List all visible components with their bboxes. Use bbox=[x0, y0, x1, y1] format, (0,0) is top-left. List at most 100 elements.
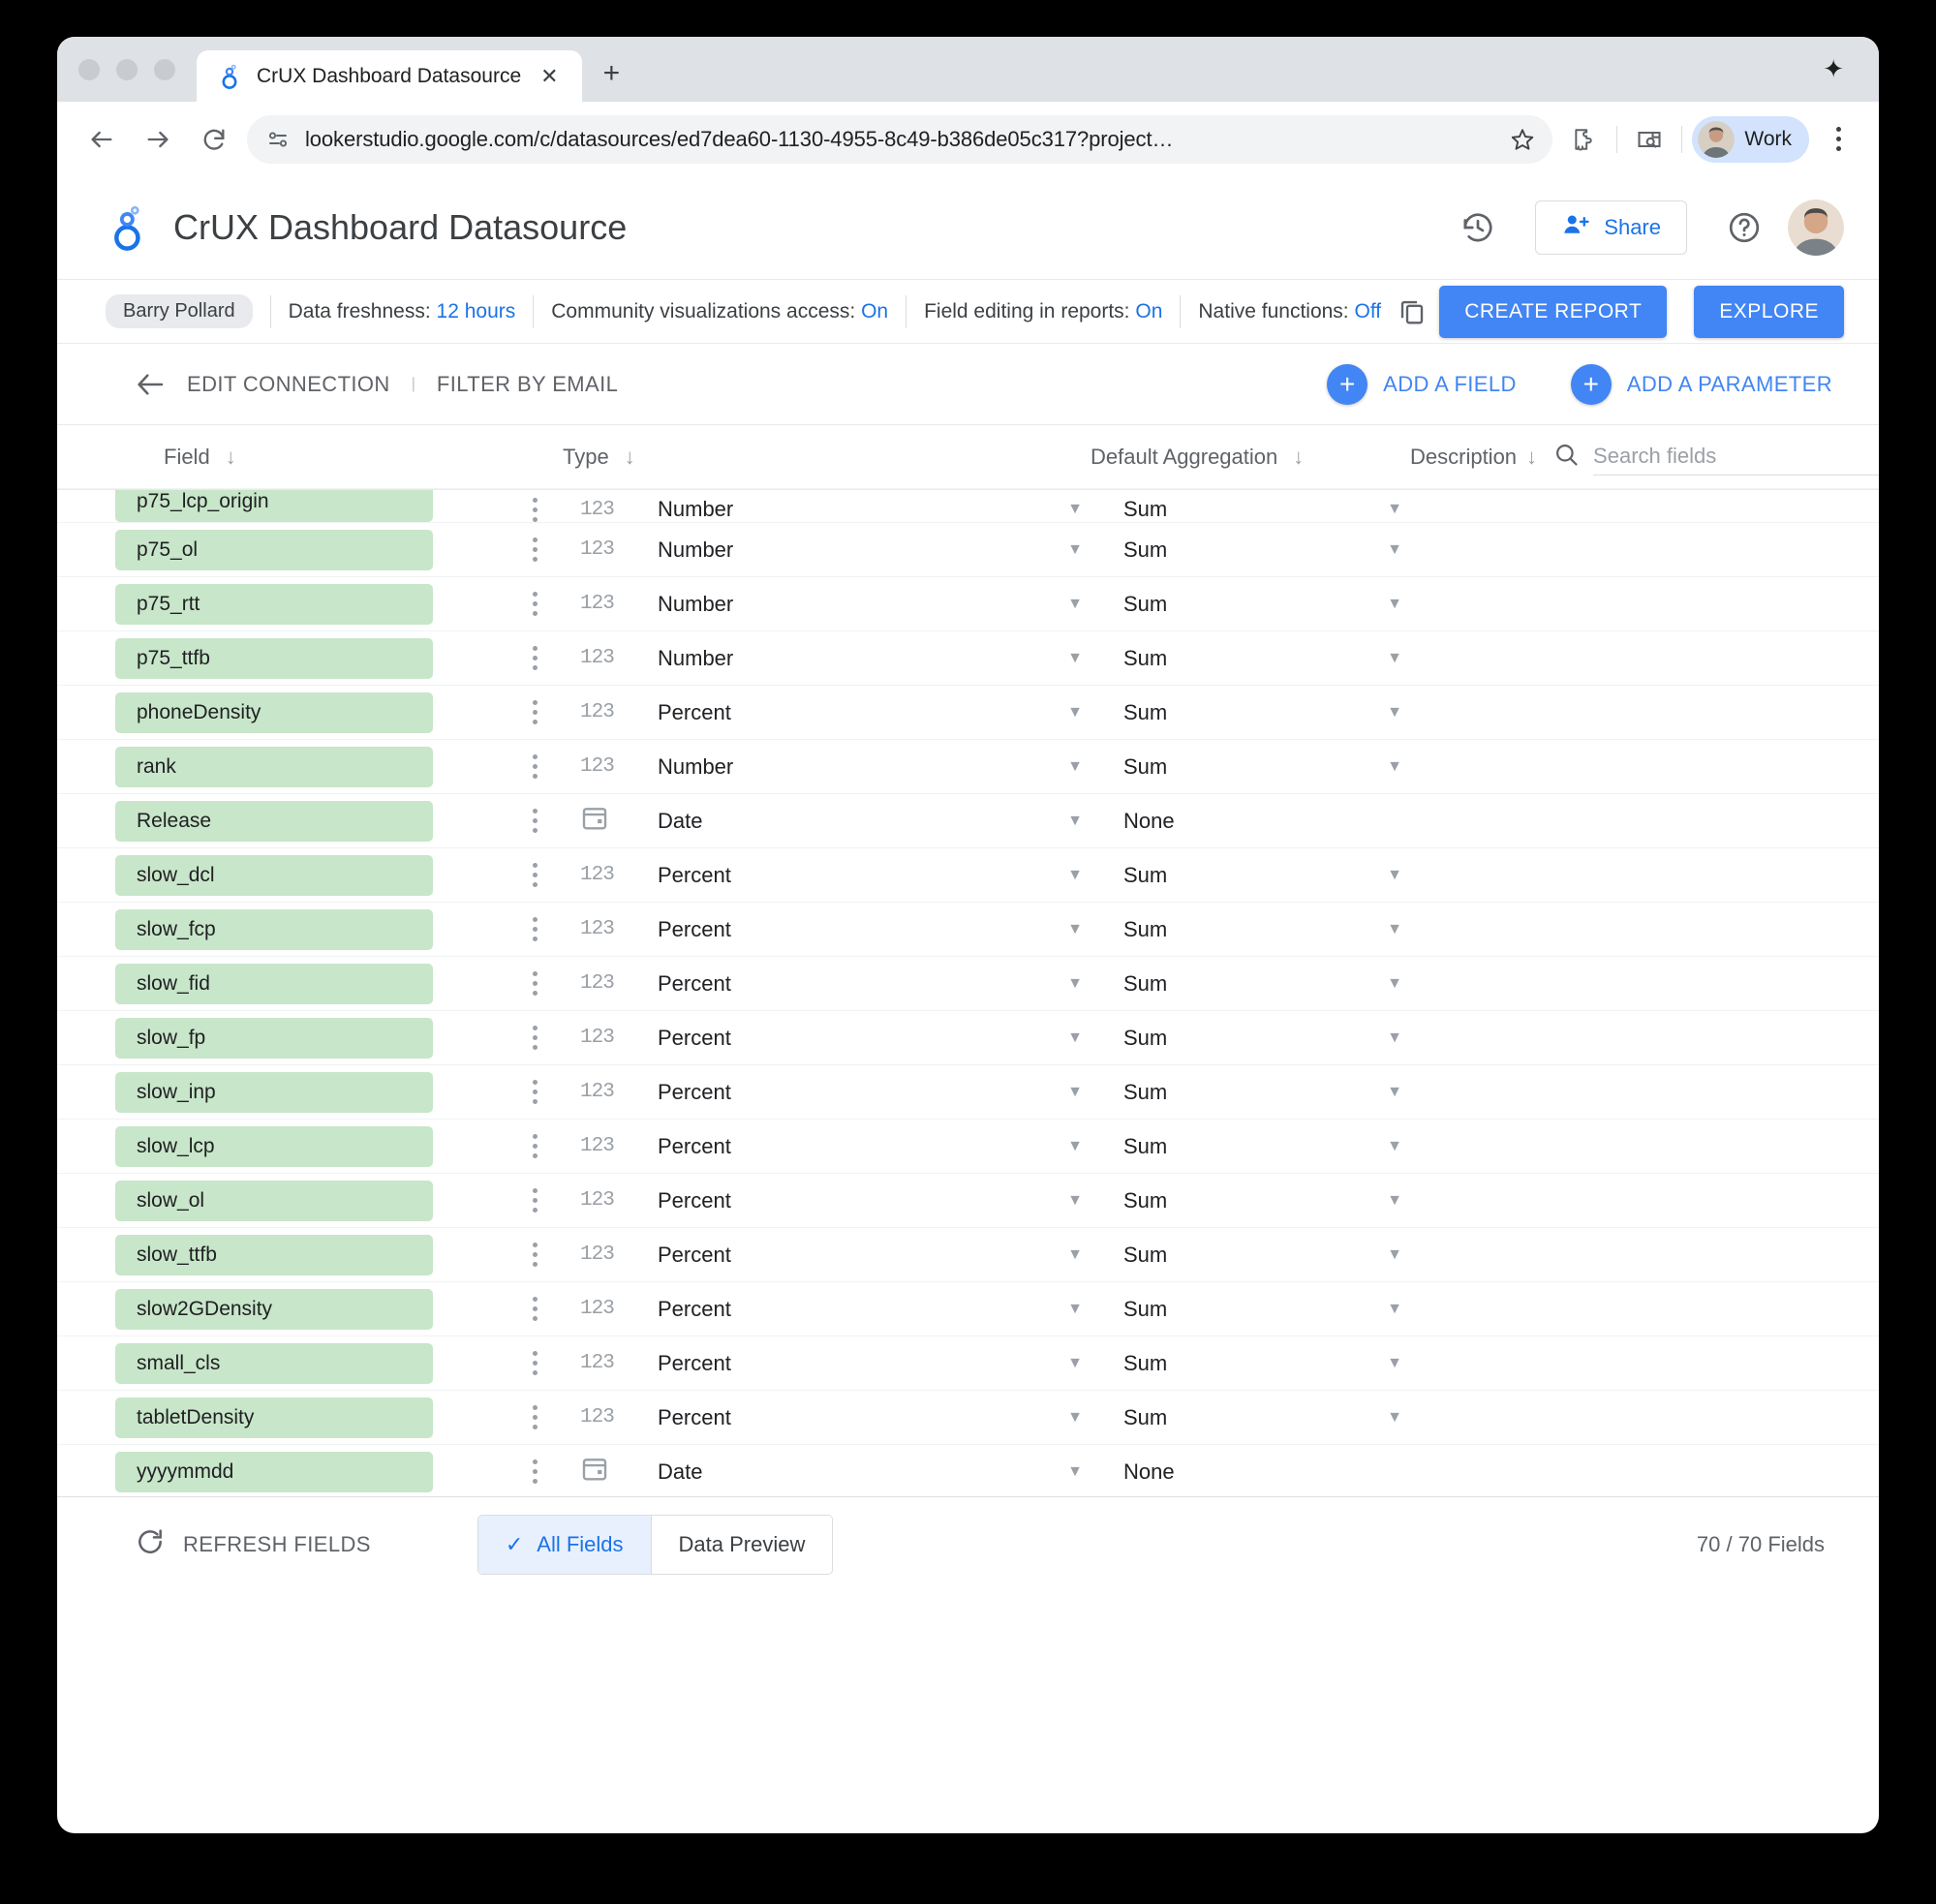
type-cell[interactable]: 123 Percent ▼ bbox=[555, 1405, 1083, 1430]
tab-data-preview[interactable]: Data Preview bbox=[650, 1515, 833, 1574]
aggregation-cell[interactable]: Sum ▼ bbox=[1083, 1243, 1402, 1268]
browser-tab[interactable]: CrUX Dashboard Datasource ✕ bbox=[197, 50, 582, 102]
aggregation-cell[interactable]: Sum ▼ bbox=[1083, 1026, 1402, 1051]
type-cell[interactable]: 123 Percent ▼ bbox=[555, 1080, 1083, 1105]
field-chip[interactable]: p75_ttfb bbox=[115, 637, 433, 679]
chevron-down-icon[interactable]: ▼ bbox=[1387, 649, 1402, 666]
fields-list[interactable]: p75_lcp_origin 123 Number ▼ Sum ▼ p75_ol 123 Num… bbox=[57, 489, 1879, 1496]
row-menu-icon[interactable] bbox=[514, 863, 555, 887]
extensions-icon[interactable] bbox=[1562, 117, 1607, 162]
row-menu-icon[interactable] bbox=[514, 754, 555, 779]
column-header-type[interactable]: Type ↓ bbox=[563, 445, 1091, 470]
type-cell[interactable]: 123 Number ▼ bbox=[555, 754, 1083, 780]
owner-chip[interactable]: Barry Pollard bbox=[106, 294, 253, 328]
refresh-fields-button[interactable]: REFRESH FIELDS bbox=[135, 1526, 371, 1562]
create-report-button[interactable]: CREATE REPORT bbox=[1439, 285, 1668, 338]
aggregation-cell[interactable]: Sum ▼ bbox=[1083, 497, 1402, 522]
field-chip[interactable]: p75_rtt bbox=[115, 583, 433, 625]
row-menu-icon[interactable] bbox=[514, 592, 555, 616]
close-window-button[interactable] bbox=[78, 59, 100, 80]
gemini-sparkle-icon[interactable]: ✦ bbox=[1823, 54, 1844, 83]
chevron-down-icon[interactable]: ▼ bbox=[1387, 1191, 1402, 1209]
chevron-down-icon[interactable]: ▼ bbox=[1067, 1354, 1083, 1371]
chevron-down-icon[interactable]: ▼ bbox=[1067, 1137, 1083, 1154]
field-chip[interactable]: slow_fid bbox=[115, 963, 433, 1004]
field-chip[interactable]: slow_ol bbox=[115, 1180, 433, 1221]
row-menu-icon[interactable] bbox=[514, 971, 555, 996]
field-chip[interactable]: slow_dcl bbox=[115, 854, 433, 896]
field-chip[interactable]: slow_fcp bbox=[115, 908, 433, 950]
field-chip[interactable]: slow_lcp bbox=[115, 1125, 433, 1167]
add-a-field-button[interactable]: + ADD A FIELD bbox=[1327, 363, 1517, 405]
forward-arrow-icon[interactable] bbox=[135, 116, 181, 163]
info-value[interactable]: On bbox=[861, 299, 889, 322]
aggregation-cell[interactable]: Sum ▼ bbox=[1083, 917, 1402, 942]
type-cell[interactable]: 123 Number ▼ bbox=[555, 592, 1083, 617]
field-chip[interactable]: Release bbox=[115, 800, 433, 842]
field-chip[interactable]: rank bbox=[115, 746, 433, 787]
column-header-description[interactable]: Description ↓ bbox=[1410, 438, 1879, 476]
chevron-down-icon[interactable]: ▼ bbox=[1387, 1245, 1402, 1263]
bookmark-star-icon[interactable] bbox=[1500, 117, 1545, 162]
aggregation-cell[interactable]: Sum ▼ bbox=[1083, 700, 1402, 725]
chevron-down-icon[interactable]: ▼ bbox=[1067, 595, 1083, 612]
row-menu-icon[interactable] bbox=[514, 700, 555, 724]
close-icon[interactable]: ✕ bbox=[540, 63, 559, 88]
chevron-down-icon[interactable]: ▼ bbox=[1387, 1083, 1402, 1100]
browser-menu-icon[interactable] bbox=[1819, 127, 1858, 151]
chevron-down-icon[interactable]: ▼ bbox=[1067, 812, 1083, 829]
type-cell[interactable]: 123 Percent ▼ bbox=[555, 1188, 1083, 1213]
info-value[interactable]: 12 hours bbox=[436, 299, 516, 322]
table-row[interactable]: slow2GDensity 123 Percent ▼ Sum ▼ bbox=[57, 1282, 1879, 1336]
aggregation-cell[interactable]: None bbox=[1083, 809, 1402, 834]
help-icon[interactable] bbox=[1716, 200, 1772, 256]
chevron-down-icon[interactable]: ▼ bbox=[1387, 1354, 1402, 1371]
table-row[interactable]: slow_fcp 123 Percent ▼ Sum ▼ bbox=[57, 903, 1879, 957]
chevron-down-icon[interactable]: ▼ bbox=[1067, 1408, 1083, 1426]
chevron-down-icon[interactable]: ▼ bbox=[1067, 974, 1083, 992]
column-header-field[interactable]: Field ↓ bbox=[164, 445, 563, 470]
chevron-down-icon[interactable]: ▼ bbox=[1387, 920, 1402, 937]
edit-connection-button[interactable]: EDIT CONNECTION bbox=[187, 371, 390, 396]
table-row[interactable]: slow_ttfb 123 Percent ▼ Sum ▼ bbox=[57, 1228, 1879, 1282]
table-row[interactable]: slow_ol 123 Percent ▼ Sum ▼ bbox=[57, 1174, 1879, 1228]
chevron-down-icon[interactable]: ▼ bbox=[1387, 757, 1402, 775]
table-row[interactable]: yyyymmdd Date ▼ None bbox=[57, 1445, 1879, 1496]
type-cell[interactable]: 123 Percent ▼ bbox=[555, 700, 1083, 725]
type-cell[interactable]: Date ▼ bbox=[555, 803, 1083, 839]
field-chip[interactable]: small_cls bbox=[115, 1342, 433, 1384]
chevron-down-icon[interactable]: ▼ bbox=[1067, 1245, 1083, 1263]
row-menu-icon[interactable] bbox=[514, 1026, 555, 1050]
aggregation-cell[interactable]: Sum ▼ bbox=[1083, 592, 1402, 617]
sort-down-icon[interactable]: ↓ bbox=[1293, 444, 1305, 469]
search-icon[interactable] bbox=[1552, 441, 1580, 474]
chevron-down-icon[interactable]: ▼ bbox=[1387, 540, 1402, 558]
chevron-down-icon[interactable]: ▼ bbox=[1067, 1029, 1083, 1046]
field-chip[interactable]: tabletDensity bbox=[115, 1397, 433, 1438]
back-arrow-icon[interactable] bbox=[135, 369, 166, 400]
sort-down-icon[interactable]: ↓ bbox=[624, 444, 635, 469]
type-cell[interactable]: 123 Number ▼ bbox=[555, 537, 1083, 563]
table-row[interactable]: slow_fid 123 Percent ▼ Sum ▼ bbox=[57, 957, 1879, 1011]
type-cell[interactable]: 123 Percent ▼ bbox=[555, 1134, 1083, 1159]
info-value[interactable]: Off bbox=[1354, 299, 1382, 322]
aggregation-cell[interactable]: Sum ▼ bbox=[1083, 537, 1402, 563]
chevron-down-icon[interactable]: ▼ bbox=[1067, 501, 1083, 517]
chevron-down-icon[interactable]: ▼ bbox=[1067, 1462, 1083, 1480]
table-row[interactable]: slow_fp 123 Percent ▼ Sum ▼ bbox=[57, 1011, 1879, 1065]
row-menu-icon[interactable] bbox=[514, 1351, 555, 1375]
table-row[interactable]: p75_ol 123 Number ▼ Sum ▼ bbox=[57, 523, 1879, 577]
type-cell[interactable]: 123 Number ▼ bbox=[555, 646, 1083, 671]
chevron-down-icon[interactable]: ▼ bbox=[1067, 1083, 1083, 1100]
aggregation-cell[interactable]: Sum ▼ bbox=[1083, 1188, 1402, 1213]
field-chip[interactable]: p75_ol bbox=[115, 529, 433, 570]
type-cell[interactable]: 123 Percent ▼ bbox=[555, 1243, 1083, 1268]
column-header-default-aggregation[interactable]: Default Aggregation ↓ bbox=[1091, 445, 1410, 470]
aggregation-cell[interactable]: Sum ▼ bbox=[1083, 863, 1402, 888]
maximize-window-button[interactable] bbox=[154, 59, 175, 80]
field-chip[interactable]: slow2GDensity bbox=[115, 1288, 433, 1330]
aggregation-cell[interactable]: Sum ▼ bbox=[1083, 1134, 1402, 1159]
table-row[interactable]: slow_lcp 123 Percent ▼ Sum ▼ bbox=[57, 1120, 1879, 1174]
field-chip[interactable]: slow_fp bbox=[115, 1017, 433, 1059]
type-cell[interactable]: 123 Percent ▼ bbox=[555, 1026, 1083, 1051]
